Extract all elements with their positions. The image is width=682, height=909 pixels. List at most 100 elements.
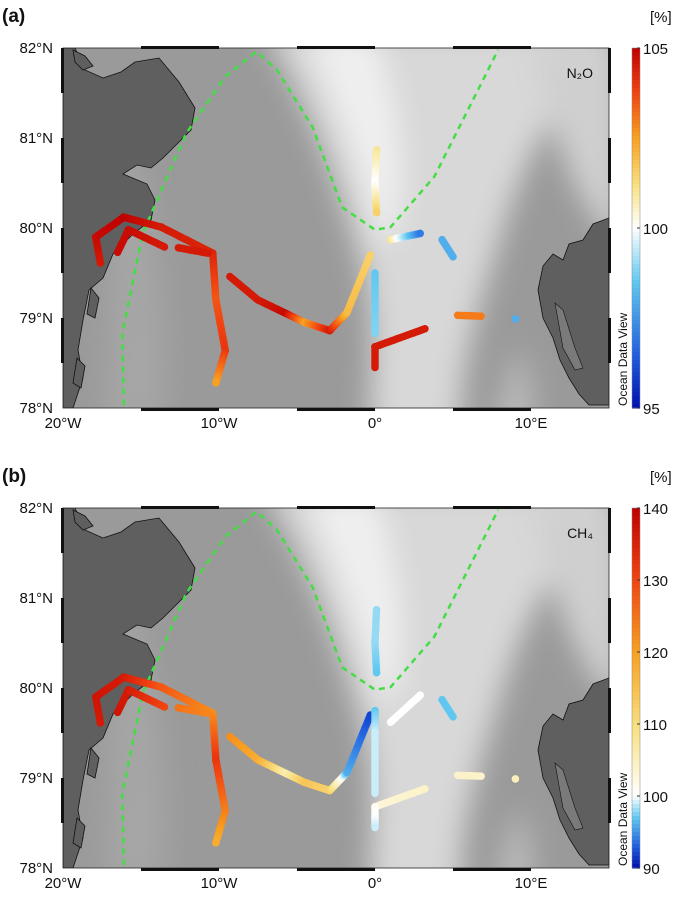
track-point — [511, 315, 520, 323]
colorbar-segment — [632, 596, 640, 601]
map-area: CH₄ — [61, 506, 611, 871]
colorbar-segment — [632, 836, 640, 841]
panel-label: (a) — [2, 6, 25, 27]
frame-segment — [608, 598, 611, 643]
colorbar-segment — [632, 576, 640, 581]
colorbar-tick-label: 105 — [643, 41, 668, 58]
colorbar-segment — [632, 812, 640, 817]
colorbar-segment — [632, 308, 640, 313]
species-label: N₂O — [567, 65, 594, 81]
colorbar: 105 100 95 [%] Ocean Data View — [616, 9, 672, 418]
colorbar-segment — [632, 756, 640, 761]
polar-front-line — [121, 509, 500, 866]
colorbar-segment — [632, 780, 640, 785]
map-frame — [61, 46, 611, 411]
colorbar-segment — [632, 616, 640, 621]
colorbar: 140 130 120 110 100 90 [%] Ocean Data View — [616, 469, 672, 878]
frame-segment — [61, 688, 64, 733]
lon-tick-label: 10°E — [515, 415, 548, 432]
panel-label: (b) — [2, 466, 26, 487]
colorbar-segment — [632, 188, 640, 193]
ship-track — [113, 686, 169, 717]
colorbar-segment — [632, 724, 640, 729]
colorbar-segment — [632, 128, 640, 133]
ship-track — [453, 771, 485, 780]
track-point — [371, 363, 379, 372]
colorbar-segment — [632, 88, 640, 93]
colorbar-segment — [632, 344, 640, 349]
colorbar-tick-label: 140 — [643, 501, 668, 518]
colorbar-segment — [632, 840, 640, 845]
frame-segment — [453, 868, 531, 871]
colorbar-segment — [632, 180, 640, 185]
colorbar-segment — [632, 396, 640, 401]
ship-track — [371, 269, 379, 338]
track-point — [416, 229, 425, 238]
colorbar-segment — [632, 300, 640, 305]
lat-tick-label: 81°N — [19, 130, 53, 147]
colorbar-segment — [632, 160, 640, 165]
colorbar-segment — [632, 372, 640, 377]
colorbar-segment — [632, 676, 640, 681]
lat-tick-label: 82°N — [19, 500, 53, 517]
colorbar-segment — [632, 256, 640, 261]
track-point — [204, 709, 212, 717]
frame-segment — [608, 688, 611, 733]
colorbar-segment — [632, 284, 640, 289]
colorbar-segment — [632, 636, 640, 641]
lon-tick-label: 20°W — [45, 875, 83, 892]
colorbar-segment — [632, 644, 640, 649]
ship-track — [371, 605, 381, 677]
colorbar-segment — [632, 276, 640, 281]
colorbar-segment — [632, 288, 640, 293]
colorbar-segment — [632, 592, 640, 597]
colorbar-tick-label: 95 — [643, 401, 660, 418]
colorbar-segment — [632, 156, 640, 161]
lat-tick-label: 80°N — [19, 220, 53, 237]
colorbar-segment — [632, 572, 640, 577]
colorbar-segment — [632, 84, 640, 89]
colorbar-segment — [632, 552, 640, 557]
colorbar-segment — [632, 280, 640, 285]
colorbar-segment — [632, 200, 640, 205]
colorbar-segment — [632, 556, 640, 561]
track-point — [477, 312, 485, 321]
colorbar-segment — [632, 168, 640, 173]
colorbar-segment — [632, 104, 640, 109]
colorbar-segment — [632, 844, 640, 849]
colorbar-segment — [632, 324, 640, 329]
track-point — [204, 249, 212, 257]
colorbar-segment — [632, 568, 640, 573]
colorbar-segment — [632, 76, 640, 81]
colorbar-segment — [632, 772, 640, 777]
colorbar-segment — [632, 176, 640, 181]
frame-segment — [608, 508, 611, 553]
ship-track — [371, 145, 381, 217]
colorbar-segment — [632, 240, 640, 245]
map-frame — [61, 506, 611, 871]
lon-tick-label: 20°W — [45, 415, 83, 432]
colorbar-segment — [632, 560, 640, 565]
colorbar-segment — [632, 348, 640, 353]
colorbar-outline — [631, 507, 641, 869]
colorbar-segment — [632, 764, 640, 769]
ship-track — [371, 803, 379, 832]
colorbar-segment — [632, 796, 640, 801]
colorbar-segment — [632, 244, 640, 249]
colorbar-segment — [632, 380, 640, 385]
colorbar-segment — [632, 620, 640, 625]
axis-labels: 82°N 81°N 80°N 79°N 78°N20°W 10°W 0° 10°E — [19, 40, 547, 432]
colorbar-segment — [632, 48, 640, 53]
colorbar-segment — [632, 600, 640, 605]
colorbar-unit: [%] — [650, 9, 672, 26]
ship-tracks — [92, 605, 520, 847]
colorbar-segment — [632, 296, 640, 301]
frame-segment — [297, 506, 375, 509]
colorbar-segment — [632, 820, 640, 825]
colorbar-segment — [632, 192, 640, 197]
ship-track — [371, 343, 379, 372]
colorbar-segment — [632, 360, 640, 365]
frame-segment — [141, 46, 219, 49]
colorbar-segment — [632, 624, 640, 629]
